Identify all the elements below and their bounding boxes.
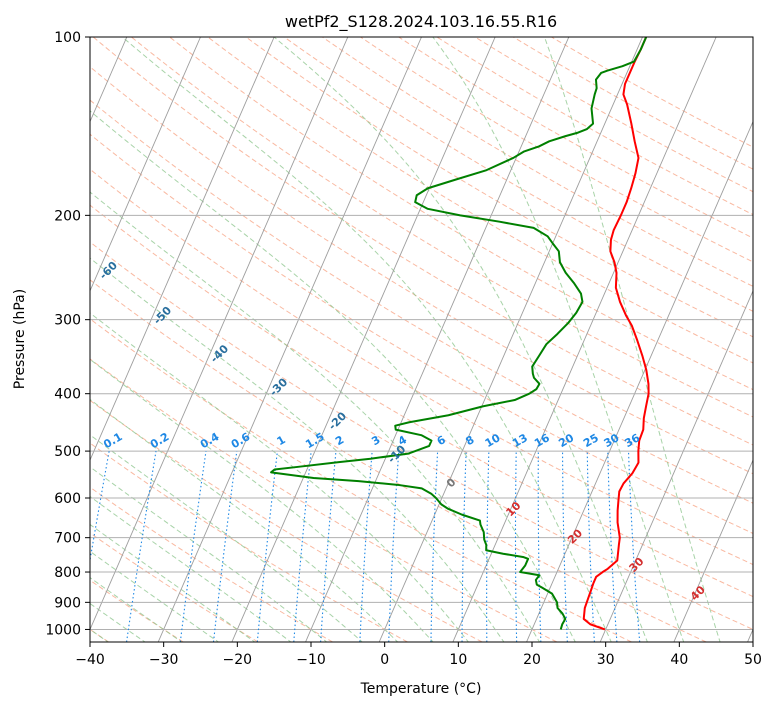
isotherms [90, 37, 753, 642]
dry-adiabat [90, 168, 753, 566]
y-tick-label: 600 [54, 491, 81, 507]
isotherm [378, 37, 643, 642]
dry-adiabat [360, 37, 753, 263]
moist-adiabat [273, 37, 648, 642]
isotherm [157, 37, 422, 642]
temperature-line [582, 37, 650, 631]
sounding-series [270, 37, 650, 631]
isotherm [452, 37, 717, 642]
moist-adiabat [90, 358, 434, 642]
dry-adiabat [131, 37, 753, 418]
moist-adiabat [90, 110, 576, 642]
dry-adiabat [90, 532, 259, 642]
x-tick-label: −10 [296, 652, 326, 668]
moist-adiabat [90, 398, 399, 642]
isotherm [90, 37, 349, 631]
mixing-ratio-line [293, 451, 312, 642]
x-tick-label: 0 [380, 652, 389, 668]
x-axis-label: Temperature (°C) [360, 681, 482, 697]
dry-adiabat [90, 66, 753, 475]
pressure-gridlines [90, 37, 753, 630]
chart-title: wetPf2_S128.2024.103.16.55.R16 [285, 12, 557, 32]
y-tick-label: 800 [54, 565, 81, 581]
isotherm [599, 289, 753, 642]
dry-adiabat [283, 37, 753, 312]
isotherm [305, 37, 570, 642]
x-tick-label: 30 [597, 652, 615, 668]
x-axis: −40 −30 −20 −10 0 10 20 30 40 50 [75, 642, 762, 668]
dry-adiabat [90, 133, 753, 535]
plot-frame [89, 36, 754, 643]
y-tick-label: 700 [54, 531, 81, 547]
isotherm [90, 37, 201, 293]
moist-adiabat [90, 576, 183, 642]
dry-adiabat [90, 241, 753, 630]
y-tick-label: 300 [54, 313, 81, 329]
dry-adiabat [92, 37, 753, 446]
mixing-ratio-line [320, 451, 337, 642]
y-axis-label: Pressure (hPa) [12, 289, 28, 389]
x-tick-label: 50 [744, 652, 762, 668]
dewpoint-line [270, 37, 648, 630]
mixing-ratio-lines [90, 451, 641, 642]
dry-adiabat [90, 318, 632, 642]
isotherm [673, 459, 753, 642]
plot-area: 0.10.20.40.611.52346810131620253036-100-… [90, 37, 753, 642]
moist-adiabats [90, 37, 721, 642]
dry-adiabat [551, 37, 753, 148]
mixing-ratio-line [126, 451, 157, 642]
mixing-ratio-line [256, 451, 278, 642]
y-tick-label: 100 [54, 30, 81, 46]
moist-adiabat [90, 312, 470, 642]
x-tick-label: −20 [223, 652, 253, 668]
moist-adiabat [90, 257, 505, 642]
dry-adiabat [436, 37, 753, 216]
isotherm [231, 37, 496, 642]
x-tick-label: 10 [449, 652, 467, 668]
dry-adiabat [169, 37, 753, 391]
mixing-ratio-line [179, 451, 207, 642]
moist-adiabat [121, 37, 612, 642]
x-tick-label: 40 [670, 652, 688, 668]
moist-adiabat [90, 191, 541, 642]
moist-adiabat [544, 37, 721, 642]
dry-adiabat [90, 279, 707, 642]
moist-adiabat [432, 37, 685, 642]
mixing-ratio-line [212, 451, 238, 642]
dry-adiabat [398, 37, 753, 239]
dry-adiabat [245, 37, 753, 338]
y-tick-label: 1000 [45, 622, 81, 638]
y-tick-label: 500 [54, 444, 81, 460]
moist-adiabat [90, 466, 328, 642]
isotherm [526, 120, 753, 642]
x-tick-label: −40 [75, 652, 105, 668]
moist-adiabat [90, 434, 363, 642]
dry-adiabat [90, 204, 753, 598]
y-tick-label: 200 [54, 208, 81, 224]
dry-adiabat [512, 37, 753, 170]
moist-adiabat [90, 550, 220, 642]
dry-adiabat [90, 486, 333, 642]
moist-adiabat [90, 523, 256, 642]
dry-adiabats [90, 37, 753, 642]
y-tick-label: 400 [54, 387, 81, 403]
y-axis: 100 200 300 400 500 600 700 800 900 1000 [45, 30, 90, 638]
dry-adiabat [90, 99, 753, 504]
y-tick-label: 900 [54, 595, 81, 611]
isotherm [90, 37, 275, 462]
x-tick-label: −30 [149, 652, 179, 668]
x-tick-label: 20 [523, 652, 541, 668]
